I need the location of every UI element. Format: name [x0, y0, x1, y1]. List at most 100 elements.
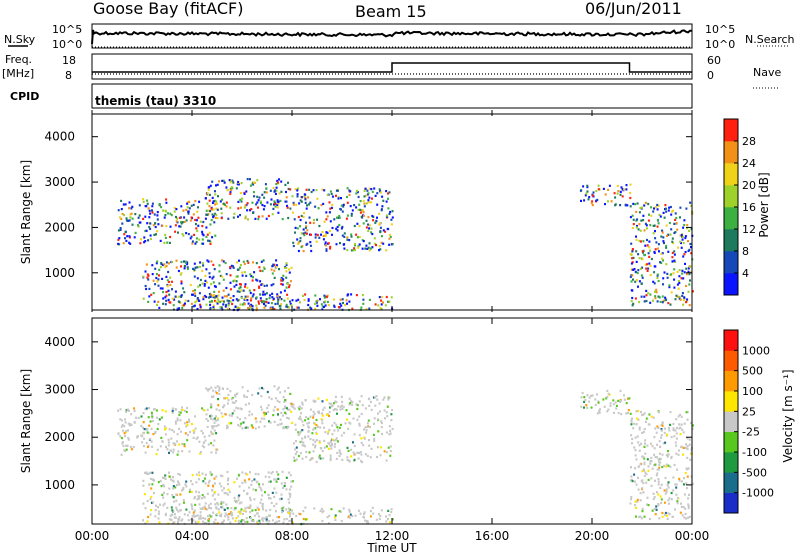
echo-cell — [186, 266, 189, 269]
echo-cell — [670, 228, 673, 231]
echo-cell — [217, 301, 220, 304]
echo-cell — [265, 509, 268, 512]
echo-cell — [215, 207, 218, 210]
echo-cell — [682, 431, 685, 434]
echo-cell — [152, 224, 155, 227]
echo-cell — [595, 189, 598, 193]
echo-cell — [210, 507, 213, 510]
echo-cell — [637, 418, 640, 421]
echo-cell — [222, 202, 225, 205]
echo-cell — [208, 199, 211, 202]
echo-cell — [205, 213, 208, 216]
echo-cell — [232, 181, 235, 184]
echo-cell — [654, 248, 657, 251]
echo-cell — [276, 295, 279, 298]
colorbar-tick-label: 20 — [742, 179, 756, 192]
echo-cell — [236, 275, 239, 278]
echo-cell — [328, 201, 331, 204]
echo-cell — [679, 433, 682, 436]
echo-cell — [590, 406, 593, 409]
echo-cell — [271, 296, 274, 299]
echo-cell — [148, 295, 151, 298]
echo-cell — [687, 290, 690, 293]
echo-cell — [117, 209, 120, 212]
echo-cell — [367, 398, 370, 401]
echo-cell — [285, 270, 288, 273]
echo-cell — [239, 425, 242, 428]
echo-cell — [339, 302, 342, 305]
echo-cell — [246, 299, 249, 302]
echo-cell — [220, 521, 223, 524]
echo-cell — [214, 193, 217, 196]
echo-cell — [284, 399, 286, 402]
echo-cell — [302, 441, 305, 444]
echo-cell — [276, 399, 279, 402]
echo-cell — [151, 415, 154, 418]
echo-cell — [337, 405, 340, 408]
echo-cell — [368, 224, 371, 227]
echo-cell — [178, 516, 181, 519]
echo-cell — [635, 483, 638, 486]
echo-cell — [169, 514, 172, 517]
echo-cell — [663, 501, 666, 504]
echo-cell — [668, 284, 671, 287]
echo-cell — [140, 424, 143, 427]
echo-cell — [596, 198, 599, 201]
echo-cell — [675, 493, 678, 496]
echo-cell — [177, 231, 179, 234]
echo-cell — [385, 200, 388, 203]
echo-cell — [684, 236, 687, 240]
echo-cell — [354, 249, 356, 252]
echo-cell — [159, 287, 162, 290]
echo-cell — [298, 408, 301, 411]
echo-cell — [651, 467, 654, 470]
echo-cell — [366, 247, 369, 250]
echo-cell — [643, 457, 646, 460]
echo-cell — [206, 259, 209, 262]
echo-cell — [307, 298, 310, 301]
echo-cell — [329, 190, 332, 193]
echo-cell — [172, 442, 175, 445]
echo-cell — [359, 512, 362, 515]
echo-cell — [230, 186, 233, 189]
echo-cell — [664, 204, 667, 207]
colorbar-swatch — [724, 492, 738, 514]
echo-cell — [668, 429, 671, 432]
echo-cell — [387, 446, 390, 449]
echo-cell — [236, 306, 239, 309]
echo-cell — [128, 235, 131, 238]
velocity-ylabel: Slant Range [km] — [19, 369, 33, 473]
echo-cell — [653, 453, 656, 456]
echo-cell — [162, 263, 164, 267]
echo-cell — [604, 203, 606, 206]
time-tick-label: 04:00 — [175, 529, 210, 543]
echo-cell — [197, 224, 200, 227]
echo-cell — [315, 431, 318, 434]
echo-cell — [250, 303, 253, 306]
echo-cell — [650, 442, 652, 445]
echo-cell — [637, 409, 640, 413]
echo-cell — [175, 506, 178, 509]
echo-cell — [235, 517, 238, 520]
echo-cell — [312, 399, 315, 402]
echo-cell — [251, 413, 254, 416]
echo-cell — [605, 397, 608, 400]
echo-cell — [148, 216, 151, 219]
echo-cell — [294, 231, 296, 234]
echo-cell — [290, 405, 293, 408]
power-colorbar-label: Power [dB] — [757, 172, 771, 237]
echo-cell — [617, 411, 620, 415]
echo-cell — [686, 456, 689, 459]
echo-cell — [289, 495, 292, 498]
echo-cell — [287, 408, 289, 411]
echo-cell — [330, 442, 333, 445]
echo-cell — [199, 261, 202, 264]
echo-cell — [338, 510, 341, 513]
echo-cell — [205, 295, 208, 299]
echo-cell — [349, 402, 352, 405]
echo-cell — [285, 200, 288, 203]
power-ylabel: Slant Range [km] — [19, 160, 33, 264]
echo-cell — [263, 425, 266, 428]
echo-cell — [164, 410, 167, 413]
echo-cell — [301, 429, 304, 432]
